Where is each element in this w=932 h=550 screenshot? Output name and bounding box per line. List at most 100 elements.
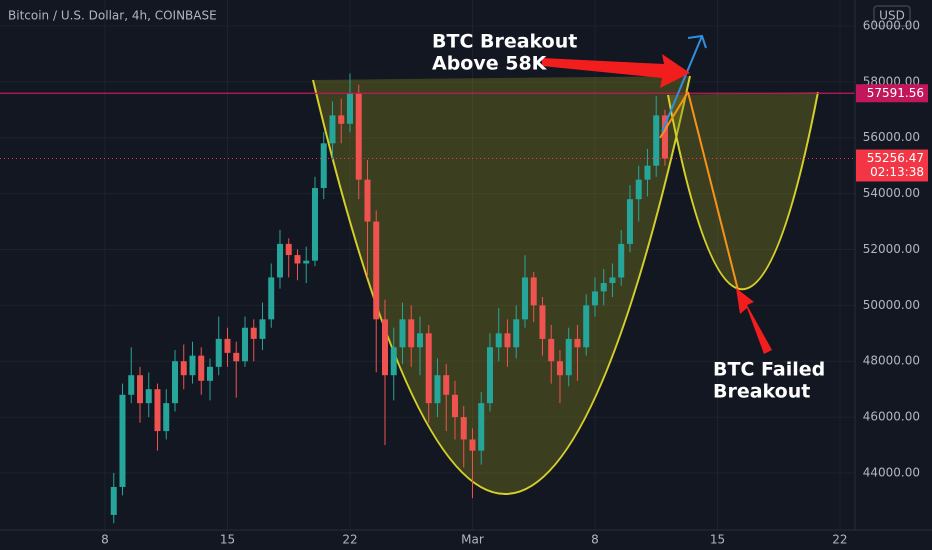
cup-curve [312,75,691,495]
candle-body [346,93,353,124]
candle-body [145,389,152,404]
x-tick-label: 15 [710,533,725,547]
drawings [312,75,819,495]
annotation: BTC Failed [713,359,825,381]
y-tick-label: 50000.00 [863,298,920,312]
x-tick-label: 22 [342,533,357,547]
candle-body [635,179,642,200]
candle-body [583,305,590,348]
candle-body [294,255,301,264]
candle-body [451,394,458,418]
candle-body [259,319,266,339]
candle-body [136,375,143,404]
candle-body [285,243,292,256]
path-arrow [661,35,703,133]
last-price-box [856,149,928,182]
candle-body [180,361,187,376]
red-arrow [542,54,690,88]
currency-button[interactable] [873,5,911,27]
candle-body [434,375,441,404]
candle-body [128,375,135,395]
candle-body [626,199,633,244]
candle-body [241,327,248,362]
candle-body [189,355,196,376]
candle-body [504,333,511,348]
candle-body [276,243,283,278]
cup-curve [667,91,819,290]
y-tick-label: 44000.00 [863,466,920,480]
candle-body [591,291,598,306]
candle-body [198,355,205,381]
candle-body [390,347,397,376]
arrow-head [687,34,707,49]
candle-body [320,143,327,189]
candle-body [600,283,607,292]
candle-body [513,319,520,348]
annotation: Above 58K [432,53,548,75]
candle-body [574,338,581,348]
y-tick-label: 60000.00 [863,18,920,32]
y-tick-label: 54000.00 [863,186,920,200]
currency[interactable]: USD [879,9,905,23]
price-label-box [856,84,928,103]
candle-body [250,327,257,339]
candle-body [661,115,668,159]
candle-body [469,439,476,451]
candle-body [539,305,546,339]
candle-body [565,338,572,376]
candle-body [653,115,660,166]
x-tick-label: 15 [220,533,235,547]
chart-title: Bitcoin / U.S. Dollar, 4h, COINBASE [8,9,217,23]
y-tick-label: 56000.00 [863,130,920,144]
candle-body [556,361,563,376]
candle-body [163,403,170,432]
x-tick-label: Mar [461,533,484,547]
countdown: 02:13:38 [870,165,924,179]
candle-body [416,333,423,348]
candle-body [303,260,310,264]
drawings: BTC Breakout Above 58K BTC Failed Breako… [432,31,825,403]
candle-body [329,115,336,144]
candle-body [119,394,126,487]
candle-body [443,375,450,395]
x-tick-label: 8 [101,533,109,547]
candle-body [618,243,625,278]
candle-body [478,403,485,451]
candle-body [233,352,240,362]
candle-body [206,366,213,381]
candle-body [460,417,467,440]
last-price-label: 55256.47 [867,151,924,165]
candle-body [268,277,275,320]
price-label: 57591.56 [867,86,924,100]
y-tick-label: 46000.00 [863,410,920,424]
red-arrow [736,288,772,354]
candle-body [355,93,362,180]
candle-body [486,347,493,404]
candle-body [548,338,555,362]
candle-body [521,277,528,320]
candle-body [495,333,502,348]
annotation: BTC Breakout [432,31,577,53]
y-tick-label: 52000.00 [863,242,920,256]
candle-body [338,115,345,124]
candle-body [399,319,406,348]
candle-body [408,319,415,348]
candle-body [644,165,651,180]
candle-body [381,319,388,376]
candle-body [364,179,371,222]
candle-body [311,188,318,261]
candle-body [373,221,380,320]
candle-body [530,277,537,306]
x-tick-label: 22 [832,533,847,547]
annotation: Breakout [713,381,810,403]
candle-body [224,338,231,353]
path-line [659,91,689,139]
candle-body [110,486,117,515]
y-tick-label: 48000.00 [863,354,920,368]
x-tick-label: 8 [591,533,599,547]
candle-body [171,361,178,404]
candle-body [215,338,222,367]
candle-body [609,277,616,284]
